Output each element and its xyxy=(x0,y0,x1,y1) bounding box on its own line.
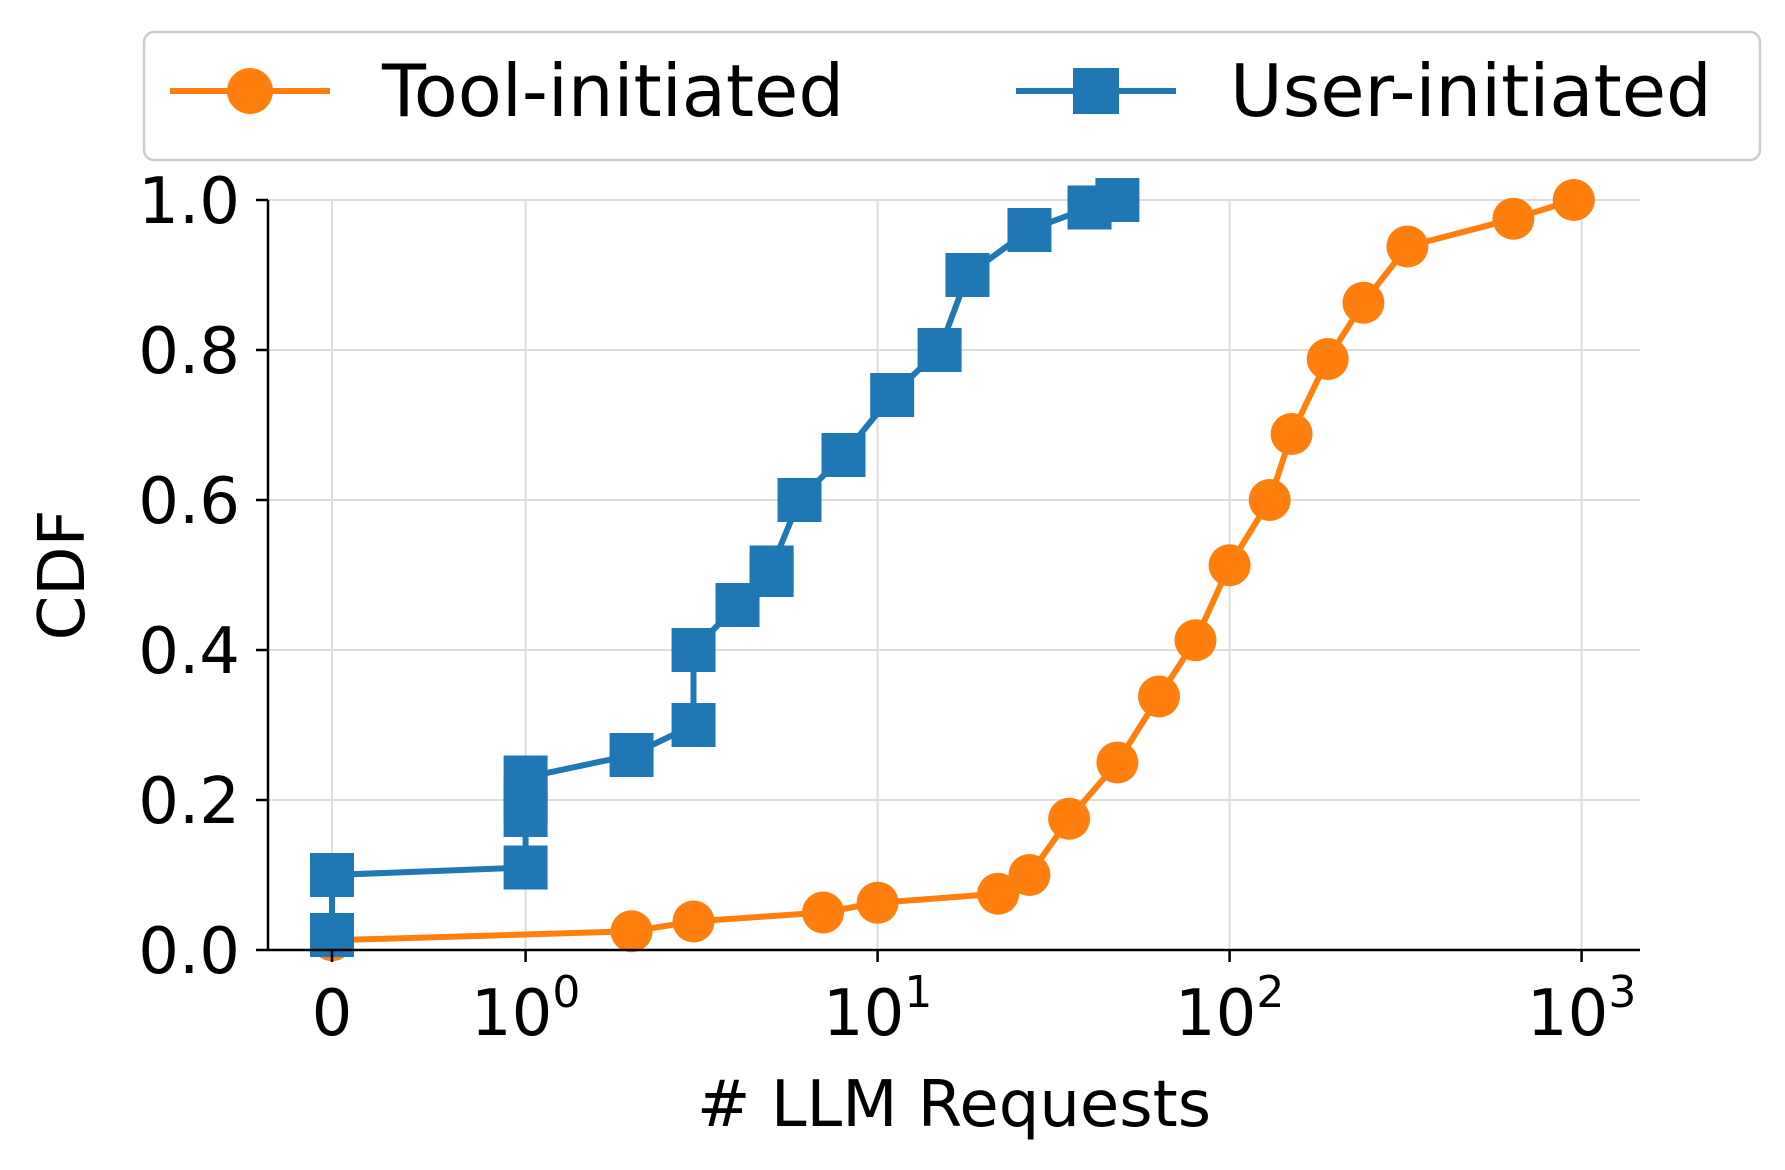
legend-marker-user-initiated xyxy=(1073,68,1119,114)
series-line-user-initiated xyxy=(329,197,1119,935)
x-tick-label: 101 xyxy=(823,967,932,1051)
x-tick-base: 10 xyxy=(1527,977,1608,1051)
data-point-tool-initiated xyxy=(1306,338,1349,380)
series-layer xyxy=(310,178,1595,962)
data-point-user-initiated xyxy=(917,328,962,372)
data-point-tool-initiated xyxy=(977,872,1020,915)
data-point-user-initiated xyxy=(1095,178,1140,222)
data-point-tool-initiated xyxy=(1096,741,1139,784)
x-tick-base: 10 xyxy=(1175,977,1256,1051)
data-point-tool-initiated xyxy=(1048,797,1091,840)
data-point-tool-initiated xyxy=(672,900,715,943)
data-point-tool-initiated xyxy=(1270,413,1313,455)
data-point-user-initiated xyxy=(1007,208,1052,252)
x-tick-base: 10 xyxy=(823,977,904,1051)
legend-frame xyxy=(142,30,1762,162)
data-point-user-initiated xyxy=(777,478,822,522)
y-tick-label: 0.6 xyxy=(138,465,240,539)
data-point-tool-initiated xyxy=(1342,281,1385,324)
x-tick-label: 0 xyxy=(312,977,353,1051)
legend-label-user-initiated: User-initiated xyxy=(1230,49,1712,133)
x-tick-exponent: 0 xyxy=(552,967,580,1018)
y-tick-label: 0.0 xyxy=(138,915,240,989)
data-point-user-initiated xyxy=(503,845,548,890)
data-point-user-initiated xyxy=(609,733,654,777)
data-point-user-initiated xyxy=(310,853,354,897)
data-point-tool-initiated xyxy=(1174,619,1217,662)
legend-marker-tool-initiated xyxy=(227,68,273,114)
y-tick-label: 0.2 xyxy=(138,765,240,839)
data-point-tool-initiated xyxy=(1208,544,1251,587)
data-point-tool-initiated xyxy=(802,891,845,934)
x-tick-exponent: 2 xyxy=(1256,967,1284,1018)
legend-item-user-initiated: User-initiated xyxy=(1016,49,1712,133)
series-user-initiated xyxy=(310,178,1140,957)
y-axis-label: CDF xyxy=(26,510,100,641)
data-point-user-initiated xyxy=(821,433,866,477)
x-axis-label: # LLM Requests xyxy=(697,1068,1211,1142)
data-point-tool-initiated xyxy=(1492,197,1535,240)
data-point-user-initiated xyxy=(870,373,915,417)
data-point-tool-initiated xyxy=(1137,675,1180,718)
data-point-tool-initiated xyxy=(1386,225,1429,268)
legend-item-tool-initiated: Tool-initiated xyxy=(170,49,844,133)
data-point-tool-initiated xyxy=(856,881,899,924)
data-point-tool-initiated xyxy=(1008,854,1051,896)
data-point-tool-initiated xyxy=(1248,479,1291,521)
x-tick-base: 10 xyxy=(471,977,552,1051)
x-tick-label: 102 xyxy=(1175,967,1284,1051)
data-point-user-initiated xyxy=(671,628,716,672)
x-tick-label: 103 xyxy=(1527,967,1636,1051)
legend-label-tool-initiated: Tool-initiated xyxy=(381,49,844,133)
x-tick-exponent: 3 xyxy=(1608,967,1636,1018)
data-point-tool-initiated xyxy=(1552,179,1595,221)
data-point-user-initiated xyxy=(749,545,794,590)
x-tick-base: 0 xyxy=(312,977,353,1051)
data-point-tool-initiated xyxy=(610,910,653,953)
data-point-user-initiated xyxy=(503,755,548,800)
axes xyxy=(266,200,1640,952)
y-tick-label: 0.4 xyxy=(138,615,240,689)
data-point-user-initiated xyxy=(671,703,716,747)
y-tick-label: 0.8 xyxy=(138,315,240,389)
y-tick-label: 1.0 xyxy=(138,165,240,239)
x-tick-exponent: 1 xyxy=(904,967,932,1018)
data-point-user-initiated xyxy=(945,253,990,297)
legend: Tool-initiated User-initiated xyxy=(142,30,1762,162)
x-tick-label: 100 xyxy=(471,967,580,1051)
